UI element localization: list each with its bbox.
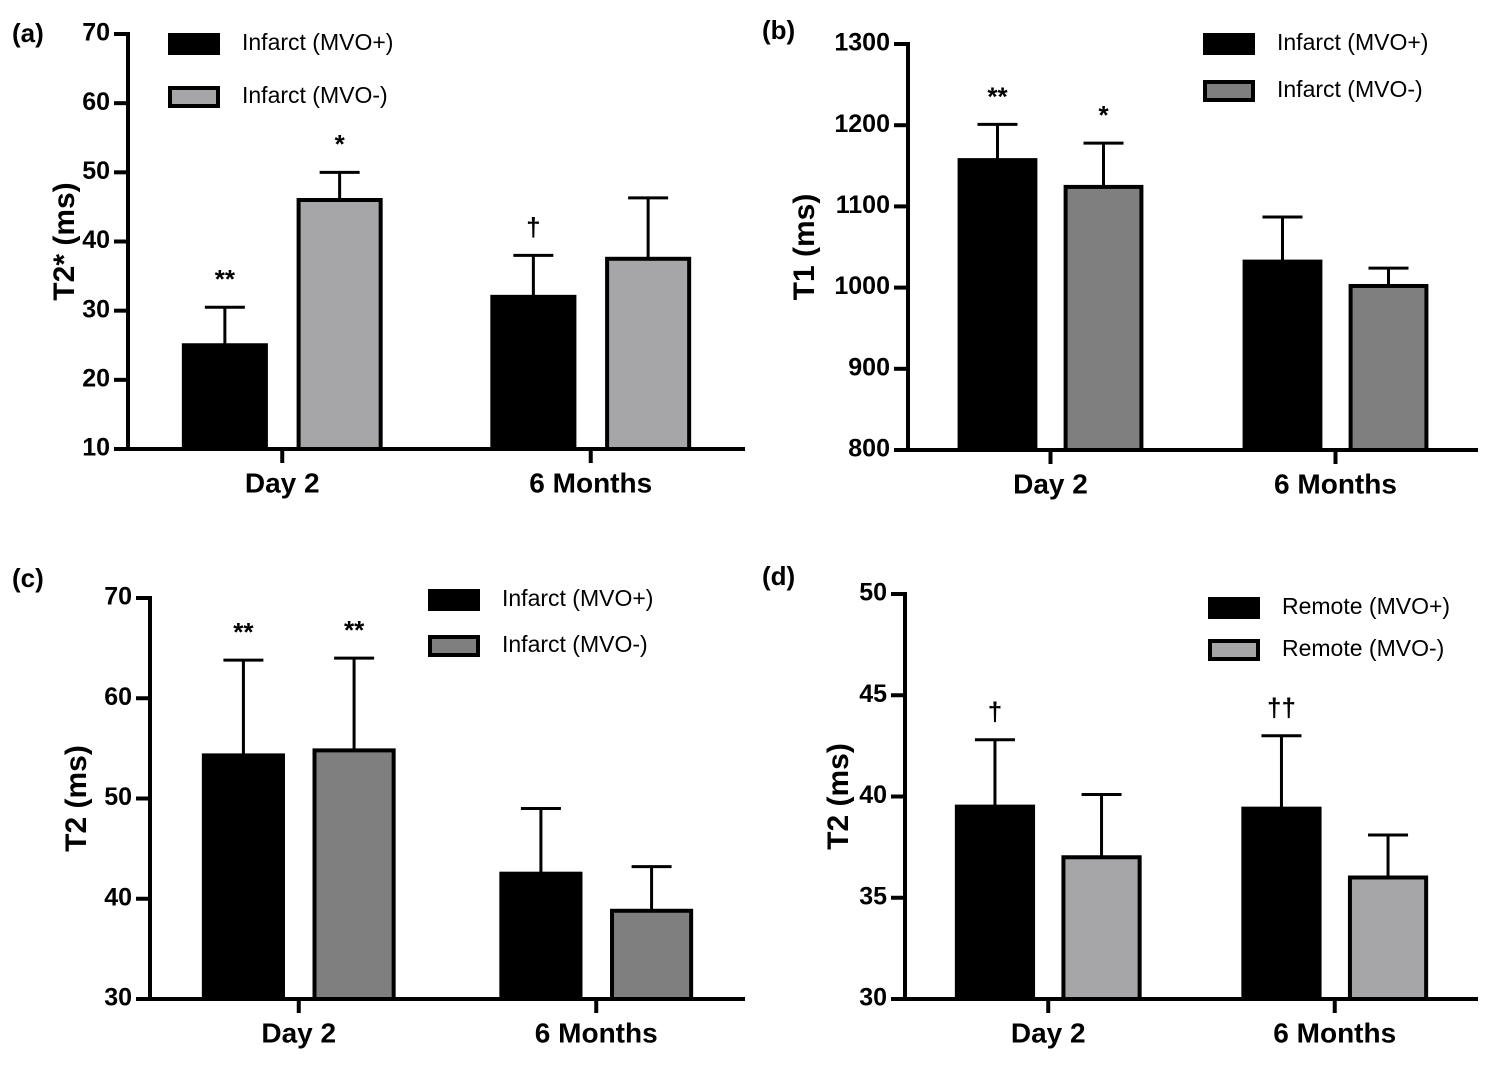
bar	[490, 294, 577, 452]
panel-label: (c)	[12, 563, 44, 593]
x-tick-label: 6 Months	[535, 1017, 658, 1048]
legend-label: Infarct (MVO+)	[1277, 29, 1428, 55]
x-tick-label: Day 2	[261, 1017, 336, 1048]
bar	[954, 804, 1036, 1001]
y-tick-label: 1000	[834, 272, 890, 300]
y-tick-label: 30	[104, 984, 132, 1012]
x-tick-label: 6 Months	[529, 467, 652, 498]
panel-label: (d)	[762, 561, 795, 591]
y-axis-label: T2 (ms)	[60, 745, 93, 852]
bar	[1347, 875, 1429, 1001]
bar	[957, 158, 1038, 452]
legend-label: Remote (MVO-)	[1282, 635, 1444, 661]
legend-swatch	[428, 589, 480, 611]
x-tick-label: Day 2	[1013, 468, 1088, 499]
legend-label: Infarct (MVO+)	[502, 585, 653, 611]
x-tick-label: 6 Months	[1273, 1017, 1396, 1048]
legend-label: Infarct (MVO-)	[1277, 76, 1423, 102]
bar	[1061, 855, 1142, 1001]
y-tick-label: 50	[82, 157, 110, 185]
annotation: *	[335, 129, 346, 159]
x-tick-label: Day 2	[245, 467, 320, 498]
y-tick-label: 1300	[834, 29, 890, 57]
panel-label: (b)	[762, 15, 795, 45]
annotation: *	[1098, 100, 1109, 130]
legend-swatch	[1208, 639, 1260, 661]
y-tick-label: 40	[82, 226, 110, 254]
y-tick-label: 45	[859, 680, 887, 708]
y-tick-label: 30	[82, 295, 110, 323]
annotation: ††	[1267, 693, 1296, 723]
bar	[1348, 283, 1429, 453]
y-tick-label: 70	[82, 19, 110, 47]
y-tick-label: 35	[859, 882, 887, 910]
y-tick-label: 10	[82, 434, 110, 462]
legend-swatch	[168, 86, 220, 108]
panel-label: (a)	[12, 18, 44, 48]
bar	[312, 748, 396, 1001]
y-axis-label: T2* (ms)	[48, 182, 81, 300]
annotation: †	[526, 212, 540, 242]
y-tick-label: 20	[82, 364, 110, 392]
bar	[1063, 184, 1144, 453]
bar	[181, 343, 268, 451]
bar	[499, 871, 583, 1001]
legend-swatch	[1203, 33, 1255, 55]
bar	[605, 256, 692, 451]
y-tick-label: 30	[859, 984, 887, 1012]
y-tick-label: 800	[848, 435, 890, 463]
legend-swatch	[1203, 80, 1255, 102]
legend-label: Remote (MVO+)	[1282, 593, 1450, 619]
bar	[201, 753, 285, 1002]
y-axis-label: T2 (ms)	[822, 743, 855, 850]
legend-swatch	[168, 33, 220, 55]
y-tick-label: 40	[104, 883, 132, 911]
annotation: **	[344, 615, 365, 645]
annotation: **	[233, 617, 254, 647]
legend-swatch	[428, 635, 480, 657]
y-tick-label: 1200	[834, 110, 890, 138]
y-tick-label: 60	[82, 88, 110, 116]
y-tick-label: 1100	[836, 191, 890, 219]
legend-label: Infarct (MVO-)	[242, 82, 388, 108]
y-tick-label: 900	[848, 353, 890, 381]
annotation: **	[215, 264, 236, 294]
annotation: **	[987, 81, 1008, 111]
annotation: †	[988, 697, 1002, 727]
y-tick-label: 50	[859, 579, 887, 607]
y-tick-label: 70	[104, 583, 132, 611]
y-tick-label: 50	[104, 783, 132, 811]
x-tick-label: Day 2	[1011, 1017, 1086, 1048]
bar	[610, 908, 694, 1002]
y-tick-label: 60	[104, 683, 132, 711]
bar	[1241, 806, 1322, 1002]
y-axis-label: T1 (ms)	[788, 194, 821, 301]
y-tick-label: 40	[859, 781, 887, 809]
x-tick-label: 6 Months	[1274, 468, 1397, 499]
legend-swatch	[1208, 597, 1260, 619]
bar	[296, 198, 383, 451]
legend-label: Infarct (MVO-)	[502, 631, 648, 657]
bar	[1242, 259, 1323, 452]
legend-label: Infarct (MVO+)	[242, 29, 393, 55]
